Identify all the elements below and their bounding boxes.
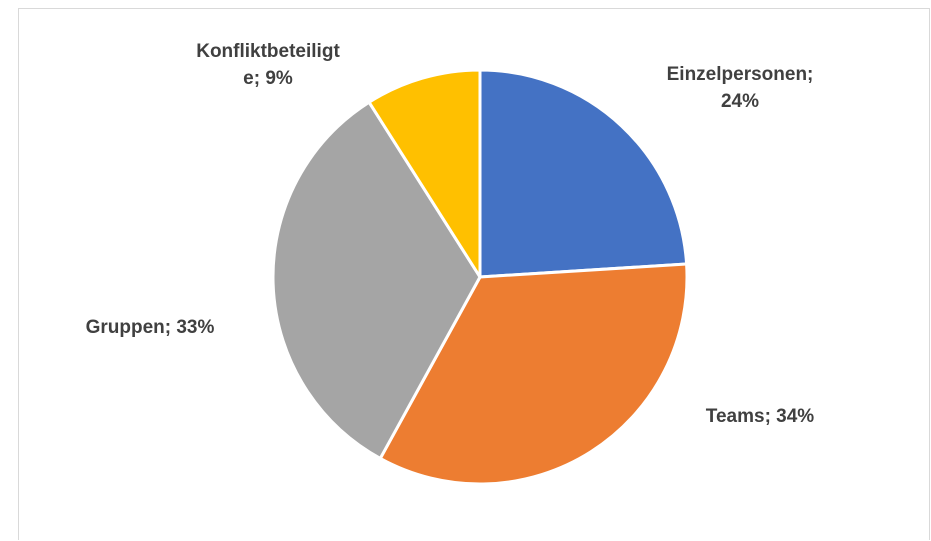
data-labels: Einzelpersonen; 24% Teams; 34% Gruppen; 33%…: [86, 41, 815, 427]
data-label-gruppen: Gruppen; 33%: [86, 317, 215, 338]
pie-slice-konfliktbeteiligte: [367, 68, 482, 279]
pie-slice-einzelpersonen: [478, 68, 689, 279]
data-label-teams: Teams; 34%: [706, 406, 815, 427]
data-label-konfliktbeteiligte: Konfliktbeteiligt e; 9%: [196, 41, 340, 89]
pie-slices: [271, 68, 689, 486]
data-label-einzelpersonen: Einzelpersonen; 24%: [667, 64, 814, 112]
pie-slice-gruppen: [271, 100, 482, 460]
